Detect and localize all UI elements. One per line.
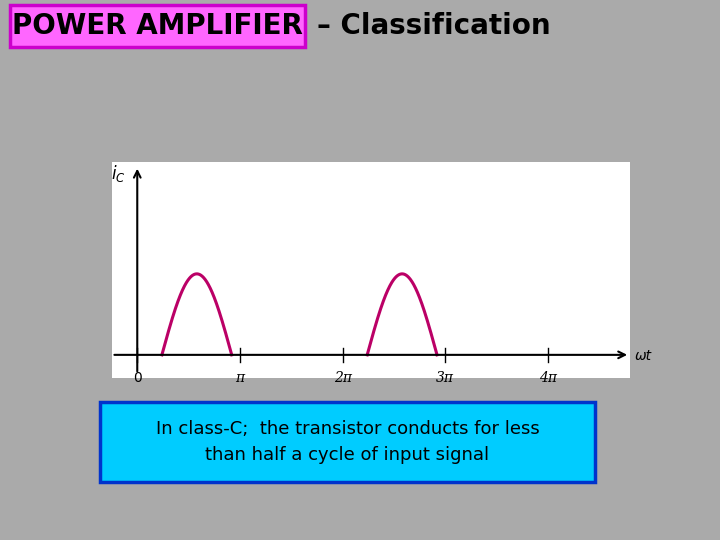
Text: POWER AMPLIFIER: POWER AMPLIFIER bbox=[12, 12, 303, 40]
Text: In class-C;  the transistor conducts for less
than half a cycle of input signal: In class-C; the transistor conducts for … bbox=[156, 421, 539, 463]
Text: π: π bbox=[235, 372, 245, 385]
Text: 3π: 3π bbox=[436, 372, 454, 385]
Text: ωt: ωt bbox=[635, 349, 652, 363]
Text: 0: 0 bbox=[133, 372, 142, 385]
Text: – Classification: – Classification bbox=[317, 12, 551, 40]
Text: 4π: 4π bbox=[539, 372, 557, 385]
FancyBboxPatch shape bbox=[100, 402, 595, 482]
Text: 2π: 2π bbox=[333, 372, 351, 385]
Text: $i_C$: $i_C$ bbox=[112, 163, 126, 184]
FancyBboxPatch shape bbox=[10, 5, 305, 47]
